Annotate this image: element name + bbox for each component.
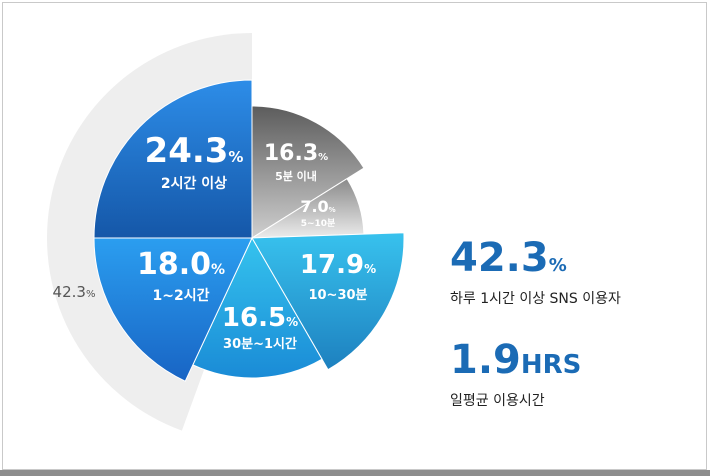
stat-avg-time-number: 1.9 <box>450 337 521 383</box>
pie-slice-5 <box>93 237 253 382</box>
stat-avg-time-value: 1.9HRS <box>450 340 581 380</box>
pie-category-label-2: 5~10분 <box>301 218 336 229</box>
stat-sns-users-unit: % <box>548 255 567 276</box>
pie-slice-3 <box>251 232 405 371</box>
pie-value-label-0: 24.3% <box>145 131 244 171</box>
bottom-bar <box>0 470 710 476</box>
pie-unit-background-ring: % <box>86 289 96 300</box>
pie-unit-4: % <box>286 315 298 329</box>
pie-value-label-3: 17.9% <box>300 250 376 280</box>
pie-value-label-1: 16.3% <box>264 141 328 166</box>
stat-avg-time: 1.9HRS 일평균 이용시간 <box>450 340 581 410</box>
pie-category-label-3: 10~30분 <box>308 288 367 303</box>
stat-sns-users-caption: 하루 1시간 이상 SNS 이용자 <box>450 291 621 307</box>
pie-value-label-5: 18.0% <box>137 247 225 282</box>
pie-value-0: 24.3 <box>145 131 229 171</box>
pie-slice-4 <box>192 236 323 379</box>
pie-unit-1: % <box>318 152 328 163</box>
stat-sns-users-value: 42.3% <box>450 238 621 278</box>
pie-value-5: 18.0 <box>137 247 211 282</box>
pie-category-label-0: 2시간 이상 <box>161 175 227 192</box>
pie-value-label-2: 7.0% <box>300 197 335 216</box>
pie-unit-5: % <box>211 262 225 278</box>
pie-unit-2: % <box>329 206 336 214</box>
pie-label-background-ring: 42.3% <box>53 283 96 301</box>
stat-sns-users: 42.3% 하루 1시간 이상 SNS 이용자 <box>450 238 621 308</box>
pie-value-2: 7.0 <box>300 197 328 216</box>
pie-category-label-1: 5분 이내 <box>275 169 317 183</box>
stat-avg-time-unit: HRS <box>520 350 582 380</box>
stat-sns-users-number: 42.3 <box>450 235 549 281</box>
pie-value-3: 17.9 <box>300 250 364 280</box>
stat-avg-time-caption: 일평균 이용시간 <box>450 393 545 409</box>
pie-category-label-5: 1~2시간 <box>153 287 210 304</box>
pie-slice-1 <box>251 105 365 239</box>
pie-slice-0 <box>93 79 253 239</box>
pie-category-label-4: 30분~1시간 <box>223 336 297 352</box>
pie-value-background-ring: 42.3 <box>53 283 86 301</box>
pie-unit-0: % <box>228 148 243 166</box>
pie-value-1: 16.3 <box>264 141 318 166</box>
pie-value-label-4: 16.5% <box>222 303 298 333</box>
pie-unit-3: % <box>364 262 376 276</box>
pie-value-4: 16.5 <box>222 303 286 333</box>
